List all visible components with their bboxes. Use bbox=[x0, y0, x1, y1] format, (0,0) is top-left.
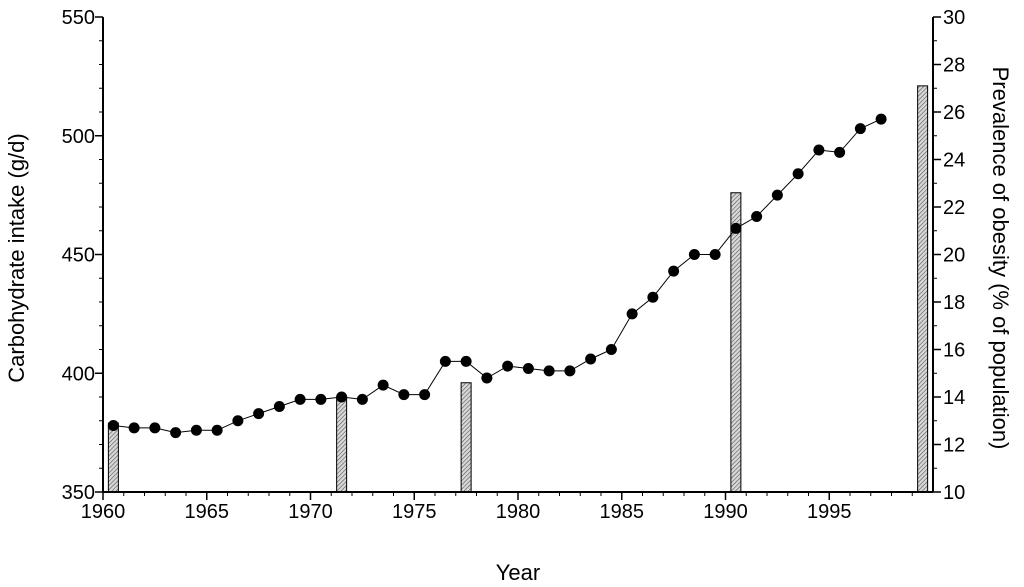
carb-intake-point bbox=[398, 389, 410, 401]
y-right-tick-label: 14 bbox=[943, 387, 965, 409]
x-tick-label: 1990 bbox=[703, 501, 748, 523]
carb-intake-point bbox=[730, 222, 742, 234]
y-right-tick-label: 18 bbox=[943, 292, 965, 314]
carb-intake-point bbox=[273, 401, 285, 412]
carb-intake-point bbox=[834, 146, 846, 158]
obesity-bar bbox=[730, 192, 742, 493]
carb-intake-line bbox=[113, 118, 882, 434]
axes: 1960 1965 1970 1975 1980 1985 1990 1995 350 400 45… bbox=[62, 7, 966, 523]
y-right-tick-label: 12 bbox=[943, 435, 965, 457]
carb-intake-point bbox=[377, 379, 389, 391]
y-right-tick-label: 10 bbox=[943, 482, 965, 504]
obesity-bar bbox=[336, 396, 348, 493]
y-right-tick-label: 20 bbox=[943, 245, 965, 267]
y-right-tick-label: 16 bbox=[943, 340, 965, 362]
y-left-tick-label: 450 bbox=[62, 245, 95, 267]
carb-intake-point bbox=[502, 360, 514, 372]
x-tick-label: 1970 bbox=[288, 501, 333, 523]
carb-intake-point bbox=[439, 355, 451, 367]
carb-intake-point bbox=[605, 344, 617, 355]
obesity-bar bbox=[460, 382, 472, 493]
y-left-tick-label: 350 bbox=[62, 482, 95, 504]
obesity-bar bbox=[917, 85, 929, 493]
y-right-tick-label: 22 bbox=[943, 197, 965, 219]
y-axis-left-label: Carbohydrate intake (g/d) bbox=[4, 133, 29, 382]
carb-intake-point bbox=[315, 393, 327, 405]
carb-intake-point bbox=[522, 363, 534, 374]
y-right-tick-label: 28 bbox=[943, 55, 965, 77]
x-axis-label: Year bbox=[496, 560, 540, 585]
carb-intake-point bbox=[190, 424, 202, 436]
y-right-tick-label: 24 bbox=[943, 150, 965, 172]
carb-intake-point bbox=[253, 408, 265, 420]
carb-intake-point bbox=[128, 422, 140, 434]
carb-intake-point bbox=[688, 249, 700, 260]
obesity-bar bbox=[107, 422, 119, 493]
carb-intake-point bbox=[481, 372, 493, 384]
carb-intake-point bbox=[211, 424, 223, 436]
y-left-tick-label: 400 bbox=[62, 363, 95, 385]
carb-intake-point bbox=[751, 211, 763, 222]
carb-intake-point bbox=[813, 144, 825, 156]
carb-intake-series bbox=[107, 113, 887, 439]
y-axis-right-label: Prevalence of obesity (% of population) bbox=[988, 67, 1013, 450]
carb-intake-point bbox=[149, 422, 161, 434]
carb-intake-point bbox=[232, 415, 244, 427]
y-left-tick-label: 500 bbox=[62, 126, 95, 148]
carb-intake-point bbox=[647, 291, 659, 303]
carb-intake-point bbox=[170, 427, 182, 439]
x-tick-label: 1975 bbox=[392, 501, 437, 523]
obesity-bars bbox=[107, 85, 929, 493]
carb-intake-point bbox=[854, 123, 866, 135]
carb-intake-point bbox=[294, 393, 306, 405]
carb-intake-point bbox=[668, 265, 680, 277]
carb-intake-point bbox=[585, 353, 597, 365]
x-tick-label: 1995 bbox=[807, 501, 852, 523]
carb-intake-point bbox=[419, 389, 431, 401]
carb-intake-point bbox=[564, 365, 576, 377]
y-left-tick-label: 550 bbox=[62, 7, 95, 29]
carb-intake-point bbox=[771, 189, 783, 201]
y-right-tick-label: 30 bbox=[943, 7, 965, 29]
carb-intake-point bbox=[792, 168, 804, 180]
carb-intake-point bbox=[875, 113, 887, 125]
carb-intake-point bbox=[543, 365, 555, 377]
carb-intake-point bbox=[460, 355, 472, 367]
x-tick-label: 1965 bbox=[185, 501, 230, 523]
x-tick-label: 1985 bbox=[600, 501, 645, 523]
carb-intake-point bbox=[336, 391, 348, 403]
x-tick-label: 1980 bbox=[496, 501, 541, 523]
y-right-tick-label: 26 bbox=[943, 102, 965, 124]
carb-intake-point bbox=[356, 393, 368, 405]
x-tick-label: 1960 bbox=[81, 501, 126, 523]
carb-intake-point bbox=[709, 249, 721, 260]
carb-intake-point bbox=[107, 420, 119, 431]
carb-intake-point bbox=[626, 308, 638, 320]
